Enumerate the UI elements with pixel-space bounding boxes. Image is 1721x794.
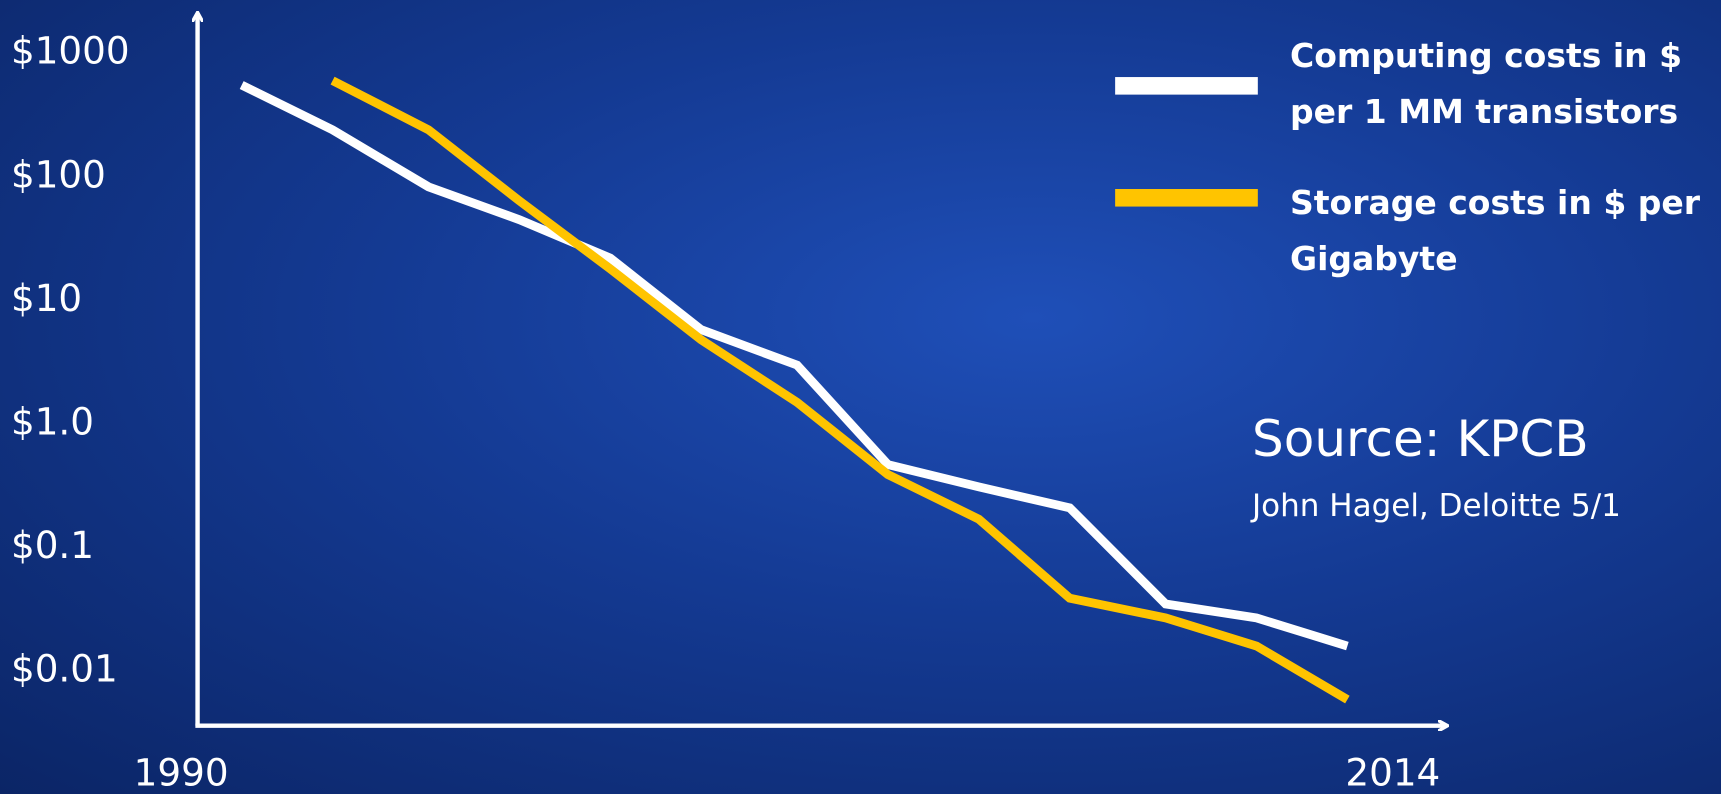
y-tick-label: $0.1 (11, 523, 94, 567)
source: Source: KPCB (1252, 410, 1589, 468)
x-tick-label: 2014 (1345, 751, 1440, 794)
y-tick-label: $1000 (11, 29, 130, 73)
x-tick-label: 1990 (134, 751, 229, 794)
credit: John Hagel, Deloitte 5/1 (1252, 488, 1621, 524)
legend-swatch (1115, 77, 1258, 95)
y-tick-label: $100 (11, 152, 106, 196)
y-tick-label: $10 (11, 276, 82, 320)
y-tick-label: $0.01 (11, 647, 118, 691)
y-tick-label: $1.0 (11, 400, 94, 444)
series-line (239, 81, 1349, 651)
legend-swatch (1115, 189, 1258, 207)
series-line (330, 76, 1350, 704)
legend-label: Storage costs in $ per Gigabyte (1290, 183, 1701, 278)
legend-label: Computing costs in $ per 1 MM transistor… (1290, 36, 1683, 131)
